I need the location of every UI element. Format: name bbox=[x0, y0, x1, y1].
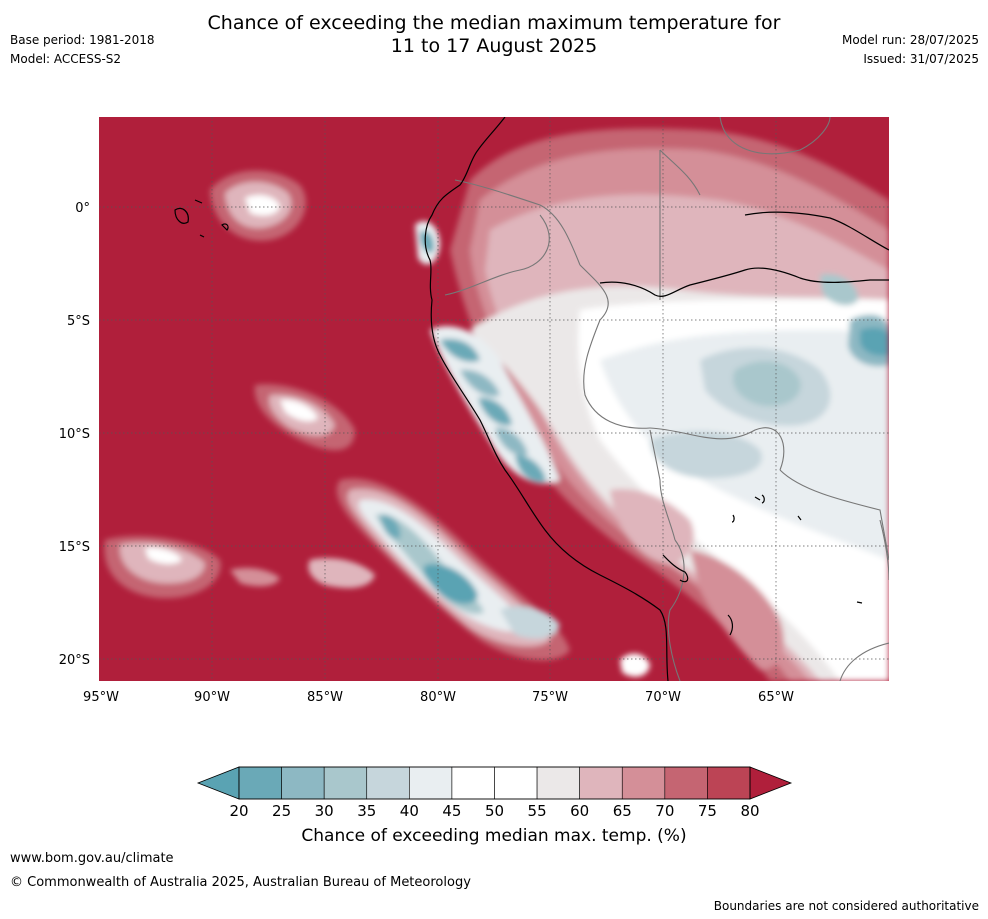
lon-label: 85°W bbox=[307, 690, 343, 705]
colorbar-tick-label: 30 bbox=[315, 802, 334, 820]
colorbar-cell bbox=[281, 766, 325, 800]
colorbar-cell bbox=[409, 766, 453, 800]
lon-label: 80°W bbox=[420, 690, 456, 705]
lat-label: 10°S bbox=[59, 427, 90, 442]
colorbar-tick-label: 80 bbox=[740, 802, 759, 820]
colorbar-tick-label: 70 bbox=[655, 802, 674, 820]
colorbar-outline bbox=[238, 766, 751, 800]
colorbar-ticks: 20 25 30 35 40 45 50 55 60 65 70 75 80 bbox=[229, 802, 759, 820]
lat-label: 5°S bbox=[67, 314, 90, 329]
model-run: Model run: 28/07/2025 bbox=[841, 33, 979, 47]
colorbar-tick-label: 65 bbox=[613, 802, 632, 820]
lat-label: 15°S bbox=[59, 540, 90, 555]
lon-labels: 95°W 90°W 85°W 80°W 75°W 70°W 65°W bbox=[83, 690, 794, 705]
title-line-2: 11 to 17 August 2025 bbox=[390, 35, 598, 57]
map-area bbox=[99, 117, 889, 681]
colorbar-tick-label: 40 bbox=[400, 802, 419, 820]
lon-label: 90°W bbox=[194, 690, 230, 705]
colorbar-tick-label: 55 bbox=[528, 802, 547, 820]
colorbar-tick-label: 60 bbox=[570, 802, 589, 820]
colorbar-label: Chance of exceeding median max. temp. (%… bbox=[301, 826, 687, 846]
country-borders bbox=[444, 117, 889, 681]
meta-right: Model run: 28/07/2025 Issued: 31/07/2025 bbox=[842, 31, 979, 69]
colorbar-cell bbox=[579, 766, 623, 800]
model-name: Model: ACCESS-S2 bbox=[10, 52, 122, 66]
colorbar-cell bbox=[366, 766, 410, 800]
lat-label: 20°S bbox=[59, 653, 90, 668]
colorbar-cell bbox=[707, 766, 751, 800]
lon-label: 65°W bbox=[758, 690, 794, 705]
lon-label: 70°W bbox=[645, 690, 681, 705]
probability-fields bbox=[104, 128, 889, 681]
issued-date: Issued: 31/07/2025 bbox=[863, 52, 979, 66]
colorbar-tick-label: 20 bbox=[229, 802, 248, 820]
colorbar-tick-label: 75 bbox=[698, 802, 717, 820]
footer-url: www.bom.gov.au/climate bbox=[10, 851, 174, 866]
colorbar-tick-label: 50 bbox=[485, 802, 504, 820]
colorbar-tick-label: 25 bbox=[272, 802, 291, 820]
lon-label: 75°W bbox=[532, 690, 568, 705]
lat-label: 0° bbox=[75, 201, 90, 216]
footer-disclaimer: Boundaries are not considered authoritat… bbox=[713, 899, 979, 913]
colorbar-cell bbox=[664, 766, 708, 800]
colorbar-tick-label: 45 bbox=[442, 802, 461, 820]
title-line-1: Chance of exceeding the median maximum t… bbox=[207, 12, 781, 34]
colorbar-under-arrow bbox=[196, 766, 240, 800]
colorbar-cells bbox=[238, 766, 751, 800]
colorbar-over-arrow bbox=[749, 766, 793, 800]
map-title: Chance of exceeding the median maximum t… bbox=[0, 12, 988, 58]
colorbar: 20 25 30 35 40 45 50 55 60 65 70 75 80 bbox=[196, 766, 793, 820]
colorbar-cell bbox=[238, 766, 282, 800]
coastlines bbox=[174, 117, 889, 681]
colorbar-cell bbox=[494, 766, 538, 800]
lon-label: 95°W bbox=[83, 690, 119, 705]
footer-copyright: © Commonwealth of Australia 2025, Austra… bbox=[10, 875, 471, 890]
colorbar-cell bbox=[621, 766, 666, 800]
colorbar-tick-label: 35 bbox=[357, 802, 376, 820]
colorbar-cell bbox=[536, 766, 580, 800]
lat-labels: 0° 5°S 10°S 15°S 20°S bbox=[59, 201, 90, 668]
colorbar-cell bbox=[451, 766, 495, 800]
base-period: Base period: 1981-2018 bbox=[10, 33, 155, 47]
colorbar-cell bbox=[323, 766, 368, 800]
meta-left: Base period: 1981-2018 Model: ACCESS-S2 bbox=[10, 31, 155, 69]
